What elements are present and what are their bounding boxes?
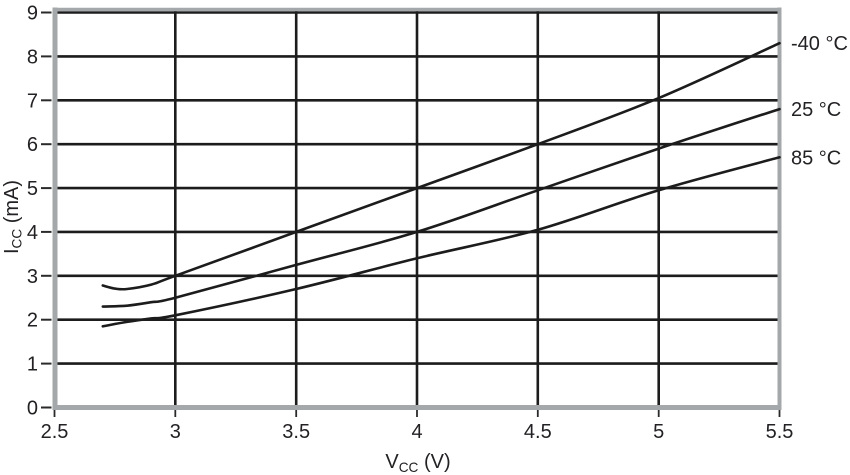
x-axis-title-main: V bbox=[385, 451, 399, 473]
y-axis-title-sub: CC bbox=[9, 228, 25, 249]
y-tick-label: 9 bbox=[27, 3, 38, 25]
y-tick-label: 4 bbox=[27, 222, 38, 244]
x-axis-title-unit: (V) bbox=[418, 451, 451, 473]
y-axis-title-main: I bbox=[0, 248, 23, 255]
x-axis-title: VCC (V) bbox=[385, 452, 450, 474]
y-tick-label: 2 bbox=[27, 310, 38, 332]
x-tick-label: 4.5 bbox=[524, 421, 552, 443]
y-tick-label: 6 bbox=[27, 134, 38, 156]
legend-label: 85 °C bbox=[791, 147, 841, 169]
y-tick-label: 5 bbox=[27, 178, 38, 200]
y-axis-title-unit: (mA) bbox=[0, 179, 23, 229]
x-tick-label: 4 bbox=[411, 421, 422, 443]
y-tick-label: 8 bbox=[27, 46, 38, 68]
x-tick-label: 2.5 bbox=[41, 421, 69, 443]
series-line-25C bbox=[101, 107, 781, 308]
legend-label: 25 °C bbox=[791, 99, 841, 121]
x-tick-label: 3 bbox=[170, 421, 181, 443]
y-tick-label: 3 bbox=[27, 266, 38, 288]
x-tick-label: 3.5 bbox=[282, 421, 310, 443]
x-axis-title-sub: CC bbox=[398, 459, 419, 475]
legend-label: -40 °C bbox=[791, 33, 848, 55]
y-tick-label: 1 bbox=[27, 354, 38, 376]
y-tick-label: 7 bbox=[27, 90, 38, 112]
x-tick-label: 5 bbox=[653, 421, 664, 443]
y-tick-label: 0 bbox=[27, 398, 38, 420]
series-line--40C bbox=[101, 41, 781, 291]
x-tick-label: 5.5 bbox=[766, 421, 794, 443]
series-line-85C bbox=[101, 156, 781, 328]
y-axis-title: ICC (mA) bbox=[0, 179, 25, 255]
